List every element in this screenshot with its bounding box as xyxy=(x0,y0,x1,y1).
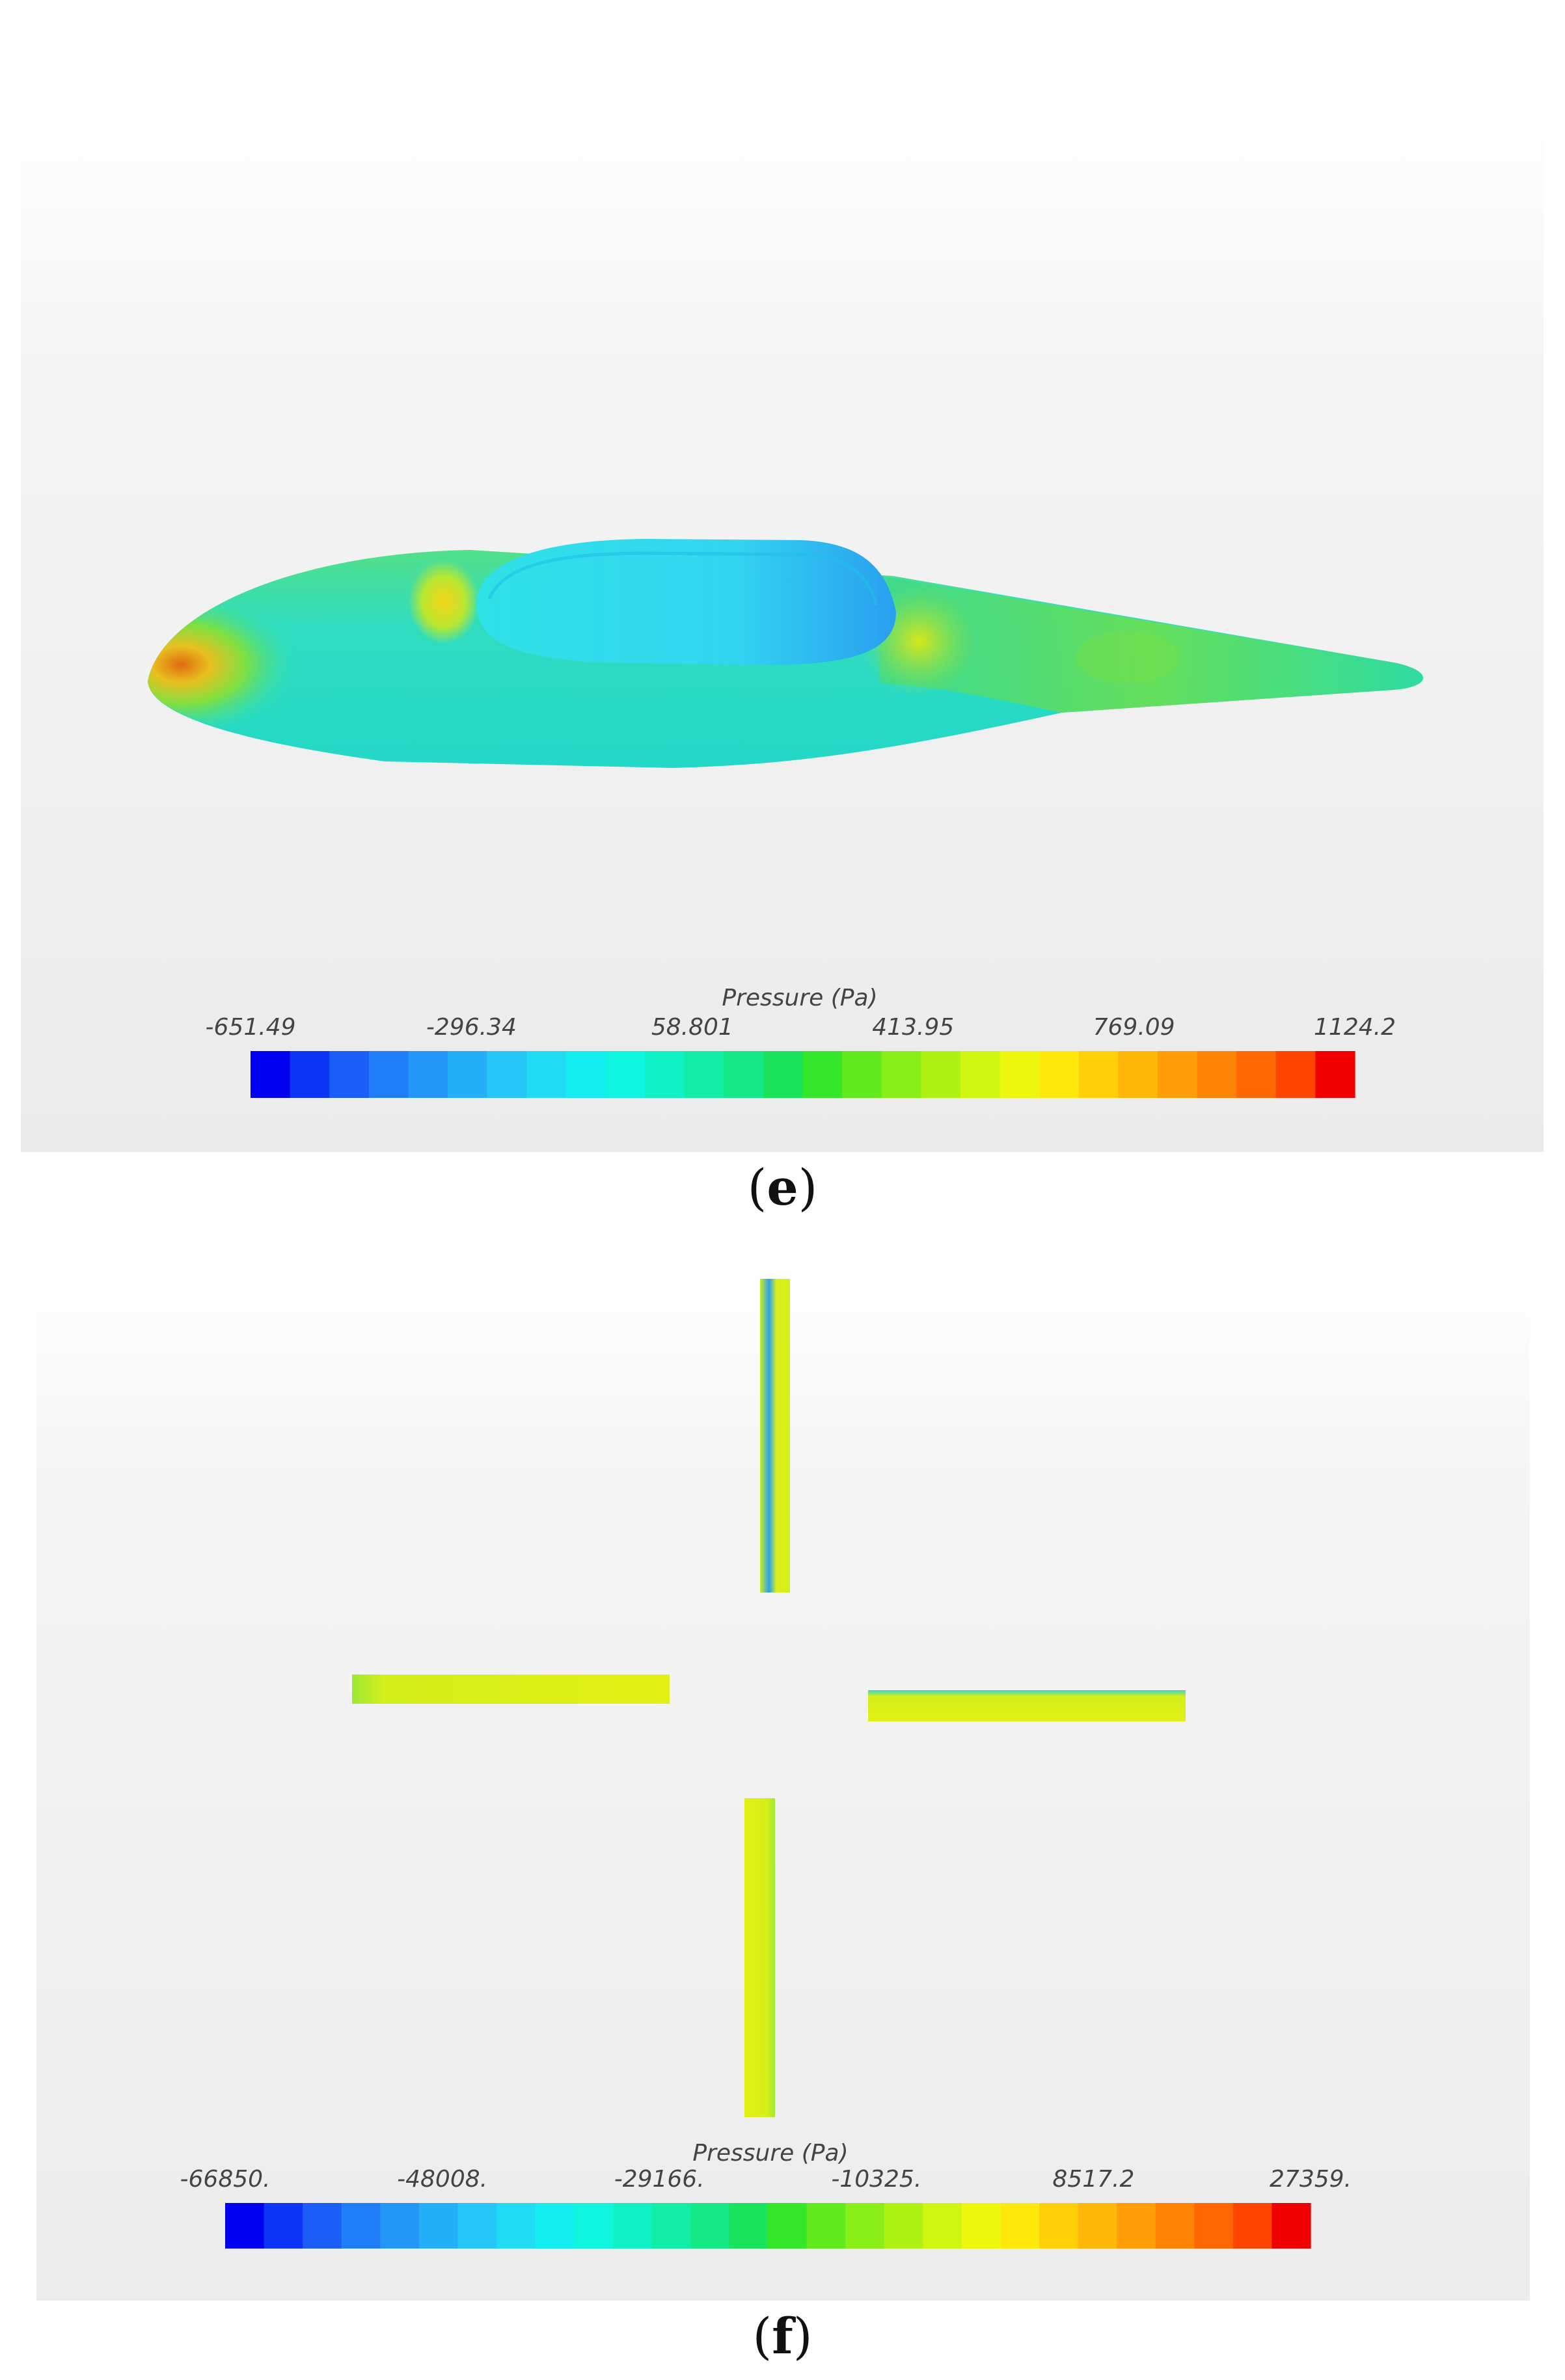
legend-tick-label: -48008. xyxy=(397,2166,487,2193)
colorbar-segment xyxy=(960,1051,1001,1098)
fin-top xyxy=(760,1279,790,1593)
colorbar-segment xyxy=(290,1051,330,1098)
legend-tick-label: 58.801 xyxy=(651,1014,733,1041)
colorbar-segment xyxy=(264,2203,303,2249)
colorbar-segment xyxy=(418,2203,459,2249)
colorbar-segment xyxy=(1000,1051,1040,1098)
colorbar-segment xyxy=(457,2203,497,2249)
legend-tick-label: 27359. xyxy=(1270,2166,1352,2193)
colorbar-segment xyxy=(605,1051,646,1098)
colorbar-segment xyxy=(802,1051,843,1098)
colorbar-segment xyxy=(684,1051,724,1098)
colorbar-segment xyxy=(923,2203,962,2249)
colorbar-segment xyxy=(724,1051,764,1098)
colorbar-segment xyxy=(612,2203,652,2249)
legend-tick-label: -29166. xyxy=(614,2166,705,2193)
colorbar-segment xyxy=(1232,2203,1273,2249)
colorbar-segment xyxy=(497,2203,536,2249)
colorbar-segment xyxy=(806,2203,846,2249)
legend-tick-label: -66850. xyxy=(180,2166,271,2193)
colorbar-segment xyxy=(368,1051,409,1098)
panel-f: Pressure (Pa) -66850. -48008. -29166. -1032… xyxy=(36,1266,1530,2301)
legend-colorbar xyxy=(225,2203,1311,2249)
panel-e: Pressure (Pa) -651.49 -296.34 58.801 413.95… xyxy=(21,98,1544,1152)
legend-tick-label: -296.34 xyxy=(426,1014,517,1041)
colorbar-segment xyxy=(535,2203,575,2249)
colorbar-segment xyxy=(303,2203,342,2249)
colorbar-segment xyxy=(574,2203,614,2249)
colorbar-segment xyxy=(842,1051,882,1098)
legend-tick-label: 8517.2 xyxy=(1052,2166,1134,2193)
panel-e-legend: Pressure (Pa) -651.49 -296.34 58.801 413.95… xyxy=(206,985,1396,1098)
fin-bottom xyxy=(744,1798,775,2117)
colorbar-segment xyxy=(448,1051,488,1098)
fin-right xyxy=(868,1690,1186,1721)
colorbar-segment xyxy=(380,2203,420,2249)
panel-e-plot: Pressure (Pa) -651.49 -296.34 58.801 413.95… xyxy=(21,98,1544,1152)
colorbar-segment xyxy=(1117,2203,1156,2249)
legend-tick-label: -651.49 xyxy=(206,1014,296,1041)
legend-title: Pressure (Pa) xyxy=(722,985,877,1011)
colorbar-segment xyxy=(1197,1051,1237,1098)
colorbar-segment xyxy=(1157,1051,1198,1098)
colorbar-segment xyxy=(1078,1051,1119,1098)
colorbar-segment xyxy=(341,2203,381,2249)
colorbar-segment xyxy=(763,1051,804,1098)
colorbar-segment xyxy=(1272,2203,1311,2249)
colorbar-segment xyxy=(1236,1051,1277,1098)
colorbar-segment xyxy=(408,1051,448,1098)
colorbar-segment xyxy=(565,1051,606,1098)
colorbar-segment xyxy=(845,2203,885,2249)
colorbar-segment xyxy=(1000,2203,1040,2249)
colorbar-segment xyxy=(1118,1051,1158,1098)
colorbar-segment xyxy=(1078,2203,1117,2249)
colorbar-segment xyxy=(881,1051,921,1098)
colorbar-segment xyxy=(1039,2203,1079,2249)
legend-tick-labels: -651.49 -296.34 58.801 413.95 769.09 1124.2 xyxy=(206,1014,1396,1041)
colorbar-segment xyxy=(1155,2203,1195,2249)
colorbar-segment xyxy=(526,1051,567,1098)
panel-f-legend: Pressure (Pa) -66850. -48008. -29166. -1032… xyxy=(180,2140,1352,2249)
panel-f-plot: Pressure (Pa) -66850. -48008. -29166. -1032… xyxy=(36,1266,1530,2301)
legend-tick-label: 413.95 xyxy=(872,1014,954,1041)
colorbar-segment xyxy=(1275,1051,1316,1098)
colorbar-segment xyxy=(487,1051,527,1098)
legend-tick-label: 1124.2 xyxy=(1314,1014,1396,1041)
colorbar-segment xyxy=(329,1051,370,1098)
panel-e-caption: (e) xyxy=(747,1158,818,1216)
legend-title: Pressure (Pa) xyxy=(692,2140,848,2167)
colorbar-segment xyxy=(768,2203,808,2249)
colorbar-segment xyxy=(645,1051,685,1098)
colorbar-segment xyxy=(921,1051,961,1098)
colorbar-segment xyxy=(884,2203,923,2249)
colorbar-segment xyxy=(651,2203,691,2249)
legend-tick-label: -10325. xyxy=(831,2166,921,2193)
colorbar-segment xyxy=(1039,1051,1080,1098)
colorbar-segment xyxy=(729,2203,769,2249)
legend-tick-labels: -66850. -48008. -29166. -10325. 8517.2 27359. xyxy=(180,2166,1352,2193)
fin-left xyxy=(352,1675,670,1704)
colorbar-segment xyxy=(690,2203,730,2249)
colorbar-segment xyxy=(225,2203,265,2249)
colorbar-segment xyxy=(251,1051,291,1098)
colorbar-segment xyxy=(1194,2203,1234,2249)
vehicle-canopy xyxy=(476,539,896,665)
legend-tick-label: 769.09 xyxy=(1093,1014,1175,1041)
colorbar-segment xyxy=(961,2203,1001,2249)
panel-f-caption: (f) xyxy=(752,2307,813,2365)
legend-colorbar xyxy=(251,1051,1355,1098)
colorbar-segment xyxy=(1315,1051,1355,1098)
